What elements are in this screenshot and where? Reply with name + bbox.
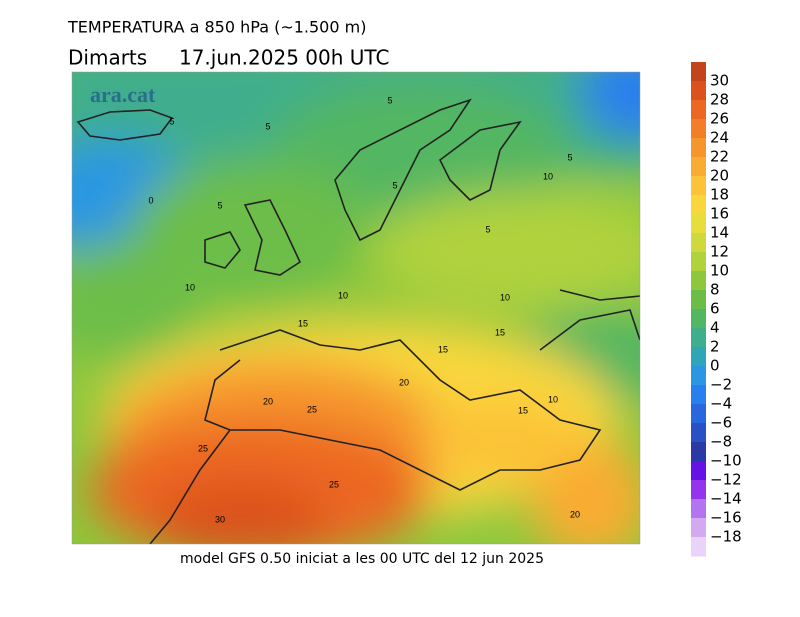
contour-label: 5 <box>265 121 270 131</box>
legend-label: −14 <box>710 490 742 508</box>
legend-label: 30 <box>710 72 729 90</box>
coastlines <box>76 98 640 544</box>
legend-label: −18 <box>710 528 742 546</box>
legend-label: 0 <box>710 357 720 375</box>
legend-swatch <box>691 442 706 462</box>
legend-label: 26 <box>710 110 729 128</box>
legend-label: 22 <box>710 148 729 166</box>
legend-swatch <box>691 366 706 386</box>
watermark: ara.cat <box>90 82 156 107</box>
contour-label: 5 <box>567 152 572 162</box>
legend-swatch <box>691 328 706 348</box>
legend-label: 14 <box>710 224 729 242</box>
legend-swatch <box>691 404 706 424</box>
legend-label: −10 <box>710 452 742 470</box>
legend-label: 10 <box>710 262 729 280</box>
footer: model GFS 0.50 iniciat a les 00 UTC del … <box>180 551 544 567</box>
contour-label: 15 <box>438 344 448 354</box>
contour-label: 25 <box>198 443 208 453</box>
legend-swatch <box>691 157 706 177</box>
contour-label: 25 <box>329 479 339 489</box>
contour-label: 0 <box>148 195 153 205</box>
legend-label: 20 <box>710 167 729 185</box>
contour-label: 15 <box>518 405 528 415</box>
legend-swatch <box>691 480 706 500</box>
legend-swatch <box>691 252 706 272</box>
legend-label: 24 <box>710 129 729 147</box>
subtitle: Dimarts 17.jun.2025 00h UTC <box>68 46 389 70</box>
legend-swatch <box>691 537 706 557</box>
title: TEMPERATURA a 850 hPa (~1.500 m) <box>67 18 366 37</box>
contour-label: 10 <box>338 290 348 300</box>
legend-swatch <box>691 385 706 405</box>
contour-label: 5 <box>169 116 174 126</box>
contour-label: 30 <box>215 514 225 524</box>
legend-swatch <box>691 176 706 196</box>
contour-label: 15 <box>298 318 308 328</box>
contour-label: 10 <box>543 171 553 181</box>
legend-swatch <box>691 290 706 310</box>
legend-label: 28 <box>710 91 729 109</box>
legend-label: −12 <box>710 471 742 489</box>
legend-swatch <box>691 518 706 538</box>
contour-label: 5 <box>485 224 490 234</box>
legend-swatch <box>691 347 706 367</box>
contour-label: 5 <box>387 95 392 105</box>
legend-label: 6 <box>710 300 720 318</box>
legend-swatch <box>691 309 706 329</box>
legend-swatch <box>691 271 706 291</box>
legend-swatch <box>691 214 706 234</box>
legend-label: 12 <box>710 243 729 261</box>
contour-label: 5 <box>217 200 222 210</box>
contour-label: 25 <box>307 404 317 414</box>
legend-label: −16 <box>710 509 742 527</box>
legend-label: 2 <box>710 338 720 356</box>
contour-label: 20 <box>263 396 273 406</box>
contour-label: 20 <box>570 509 580 519</box>
legend-swatch <box>691 100 706 120</box>
legend-label: −6 <box>710 414 732 432</box>
temperature-field <box>72 72 640 544</box>
legend-label: 8 <box>710 281 720 299</box>
legend-swatch <box>691 423 706 443</box>
legend-swatch <box>691 233 706 253</box>
legend-swatch <box>691 119 706 139</box>
legend-swatch <box>691 81 706 101</box>
contour-label: 15 <box>495 327 505 337</box>
contour-label: 10 <box>500 292 510 302</box>
contour-label: 5 <box>392 180 397 190</box>
legend-label: −4 <box>710 395 732 413</box>
legend-swatch <box>691 138 706 158</box>
legend-label: 18 <box>710 186 729 204</box>
legend-label: 4 <box>710 319 720 337</box>
legend-swatch <box>691 461 706 481</box>
contour-label: 10 <box>548 394 558 404</box>
legend-swatch <box>691 62 706 82</box>
legend-swatch <box>691 195 706 215</box>
legend-label: 16 <box>710 205 729 223</box>
contour-label: 10 <box>185 282 195 292</box>
contour-label: 20 <box>399 377 409 387</box>
legend-swatch <box>691 499 706 519</box>
legend-label: −2 <box>710 376 732 394</box>
legend-label: −8 <box>710 433 732 451</box>
